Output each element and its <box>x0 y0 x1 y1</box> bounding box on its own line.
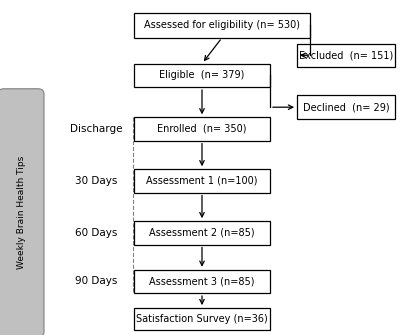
FancyBboxPatch shape <box>297 44 395 67</box>
Text: Assessment 3 (n=85): Assessment 3 (n=85) <box>149 276 255 286</box>
Text: Discharge: Discharge <box>70 124 122 134</box>
Text: Assessment 2 (n=85): Assessment 2 (n=85) <box>149 228 255 238</box>
FancyBboxPatch shape <box>297 95 395 119</box>
Text: Enrolled  (n= 350): Enrolled (n= 350) <box>157 124 247 134</box>
Text: Satisfaction Survey (n=36): Satisfaction Survey (n=36) <box>136 314 268 324</box>
FancyBboxPatch shape <box>134 270 270 293</box>
FancyBboxPatch shape <box>134 308 270 330</box>
Text: 30 Days: 30 Days <box>75 176 117 186</box>
Text: 90 Days: 90 Days <box>75 276 117 286</box>
FancyBboxPatch shape <box>134 169 270 193</box>
FancyBboxPatch shape <box>134 64 270 87</box>
FancyBboxPatch shape <box>134 12 310 38</box>
Text: Declined  (n= 29): Declined (n= 29) <box>303 102 389 112</box>
Text: Assessed for eligibility (n= 530): Assessed for eligibility (n= 530) <box>144 20 300 30</box>
Text: Excluded  (n= 151): Excluded (n= 151) <box>299 50 393 60</box>
Text: 60 Days: 60 Days <box>75 228 117 238</box>
Text: Eligible  (n= 379): Eligible (n= 379) <box>159 70 245 80</box>
Text: Assessment 1 (n=100): Assessment 1 (n=100) <box>146 176 258 186</box>
FancyBboxPatch shape <box>134 117 270 141</box>
FancyBboxPatch shape <box>134 221 270 245</box>
Text: Weekly Brain Health Tips: Weekly Brain Health Tips <box>16 156 26 269</box>
FancyBboxPatch shape <box>0 89 44 335</box>
